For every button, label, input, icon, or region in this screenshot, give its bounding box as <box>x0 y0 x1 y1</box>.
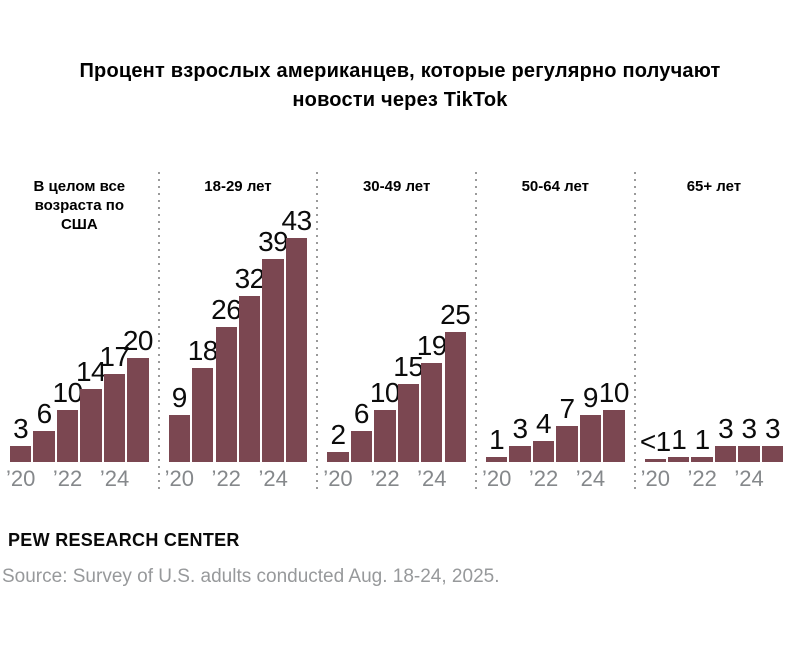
bar <box>668 457 690 462</box>
panel-header: 65+ лет <box>635 178 794 197</box>
panel-separator <box>474 172 477 490</box>
x-tick-label: ’24 <box>575 466 606 491</box>
bar <box>738 446 760 462</box>
bar <box>103 374 126 462</box>
brand-text: PEW RESEARCH CENTER <box>8 530 240 550</box>
bar <box>80 389 102 462</box>
bar <box>374 410 396 462</box>
bar <box>397 384 420 462</box>
bar <box>192 368 214 462</box>
bar-value-label: 3 <box>512 413 529 444</box>
x-tick-label: ’24 <box>258 466 288 491</box>
bar-value-label: 4 <box>535 408 552 439</box>
bar-value-label: 3 <box>13 413 29 444</box>
bar-value-label: 17 <box>99 341 130 372</box>
bar-value-label: 10 <box>52 377 84 408</box>
x-tick-label: ’20 <box>640 466 670 491</box>
plot-area: В целом все возраста по США 3 6 10 14 17 20’20… <box>0 170 800 490</box>
bar <box>691 457 713 462</box>
panel-header-label: 65+ лет <box>686 178 742 195</box>
panel-header-label: 18-29 лет <box>204 178 272 195</box>
panel-header: 30-49 лет <box>317 178 476 197</box>
panel-separator <box>157 172 160 490</box>
panel-separator <box>633 172 636 490</box>
bar <box>127 358 149 462</box>
bar <box>579 415 602 462</box>
bar-value-label: 20 <box>122 325 154 356</box>
bar-value-label: 39 <box>258 226 289 257</box>
bar-value-label: 1 <box>671 424 687 455</box>
bar-value-label: 32 <box>234 263 266 294</box>
bar <box>350 431 373 462</box>
bar-value-label: 15 <box>393 351 424 382</box>
bar-value-label: 6 <box>36 398 53 429</box>
bar-value-label: 10 <box>598 377 630 408</box>
bar-value-label: 6 <box>353 398 370 429</box>
bar <box>215 327 237 462</box>
x-tick-label: ’20 <box>6 466 36 491</box>
bar <box>603 410 625 462</box>
x-tick-label: ’20 <box>164 466 195 491</box>
x-tick-label: ’22 <box>528 466 559 491</box>
x-tick-label: ’22 <box>211 466 241 491</box>
bar-value-label: 25 <box>440 299 471 330</box>
bar <box>714 446 737 462</box>
bar <box>168 415 191 462</box>
bar-value-label: 10 <box>369 377 401 408</box>
panel-0: В целом все возраста по США 3 6 10 14 17 20 ’20… <box>0 170 159 490</box>
panel-header-label: 30-49 лет <box>362 178 431 195</box>
bar-value-label: <1 <box>639 426 671 457</box>
bar-value-label: 3 <box>741 413 758 444</box>
panel-4: 65+ лет <1 1 1 3 3 3’20’22’24 <box>635 170 794 490</box>
bar <box>56 410 79 462</box>
bar <box>285 238 308 462</box>
bar-value-label: 2 <box>330 419 346 450</box>
panel-1: 18-29 лет 9 18 26 32 39 43 ’20 ’22 ’24 <box>159 170 318 490</box>
panel-header: В целом все возраста по США <box>0 178 159 234</box>
bar <box>509 446 531 462</box>
x-tick-label: ’22 <box>687 466 717 491</box>
bar <box>327 452 349 462</box>
bar <box>485 457 508 462</box>
x-tick-label: ’20 <box>481 466 512 491</box>
bar-value-label: 3 <box>764 413 781 444</box>
panel-header-label: В целом все возраста по США <box>33 178 126 233</box>
bar <box>238 296 261 462</box>
x-tick-label: ’24 <box>417 466 447 491</box>
bar <box>10 446 32 462</box>
x-tick-label: ’22 <box>370 466 400 491</box>
bar <box>262 259 284 462</box>
bar-value-label: 3 <box>718 413 734 444</box>
x-tick-label: ’22 <box>52 466 83 491</box>
panel-header-label: 50-64 лет <box>521 178 589 195</box>
bar <box>33 431 55 462</box>
x-tick-label: ’24 <box>99 466 130 491</box>
bar <box>644 459 666 462</box>
bar-value-label: 14 <box>75 356 107 387</box>
bar <box>761 446 784 462</box>
bar <box>444 332 466 462</box>
bar <box>532 441 555 462</box>
source-text: Source: Survey of U.S. adults conducted … <box>2 566 500 587</box>
x-tick-label: ’20 <box>323 466 353 491</box>
bar-value-label: 9 <box>582 382 599 413</box>
chart-title: Процент взрослых американцев, которые ре… <box>79 60 721 111</box>
bar <box>421 363 443 462</box>
bar-value-label: 1 <box>694 424 711 455</box>
bar-value-label: 26 <box>211 294 242 325</box>
panel-3: 50-64 лет 1 3 4 7 9 10 ’20 ’22 ’24 <box>476 170 635 490</box>
bar-value-label: 9 <box>171 382 188 413</box>
bar-value-label: 43 <box>281 205 313 236</box>
panel-2: 30-49 лет 2 6 10 15 19 25 ’20 ’22 ’24 <box>317 170 476 490</box>
panel-header: 50-64 лет <box>476 178 635 197</box>
panel-separator <box>316 172 319 490</box>
bar <box>556 426 578 462</box>
bar-value-label: 7 <box>559 393 575 424</box>
bar-value-label: 19 <box>416 330 448 361</box>
panel-header: 18-29 лет <box>159 178 318 197</box>
bar-value-label: 1 <box>489 424 505 455</box>
x-tick-label: ’24 <box>734 466 764 491</box>
bar-value-label: 18 <box>187 335 219 366</box>
